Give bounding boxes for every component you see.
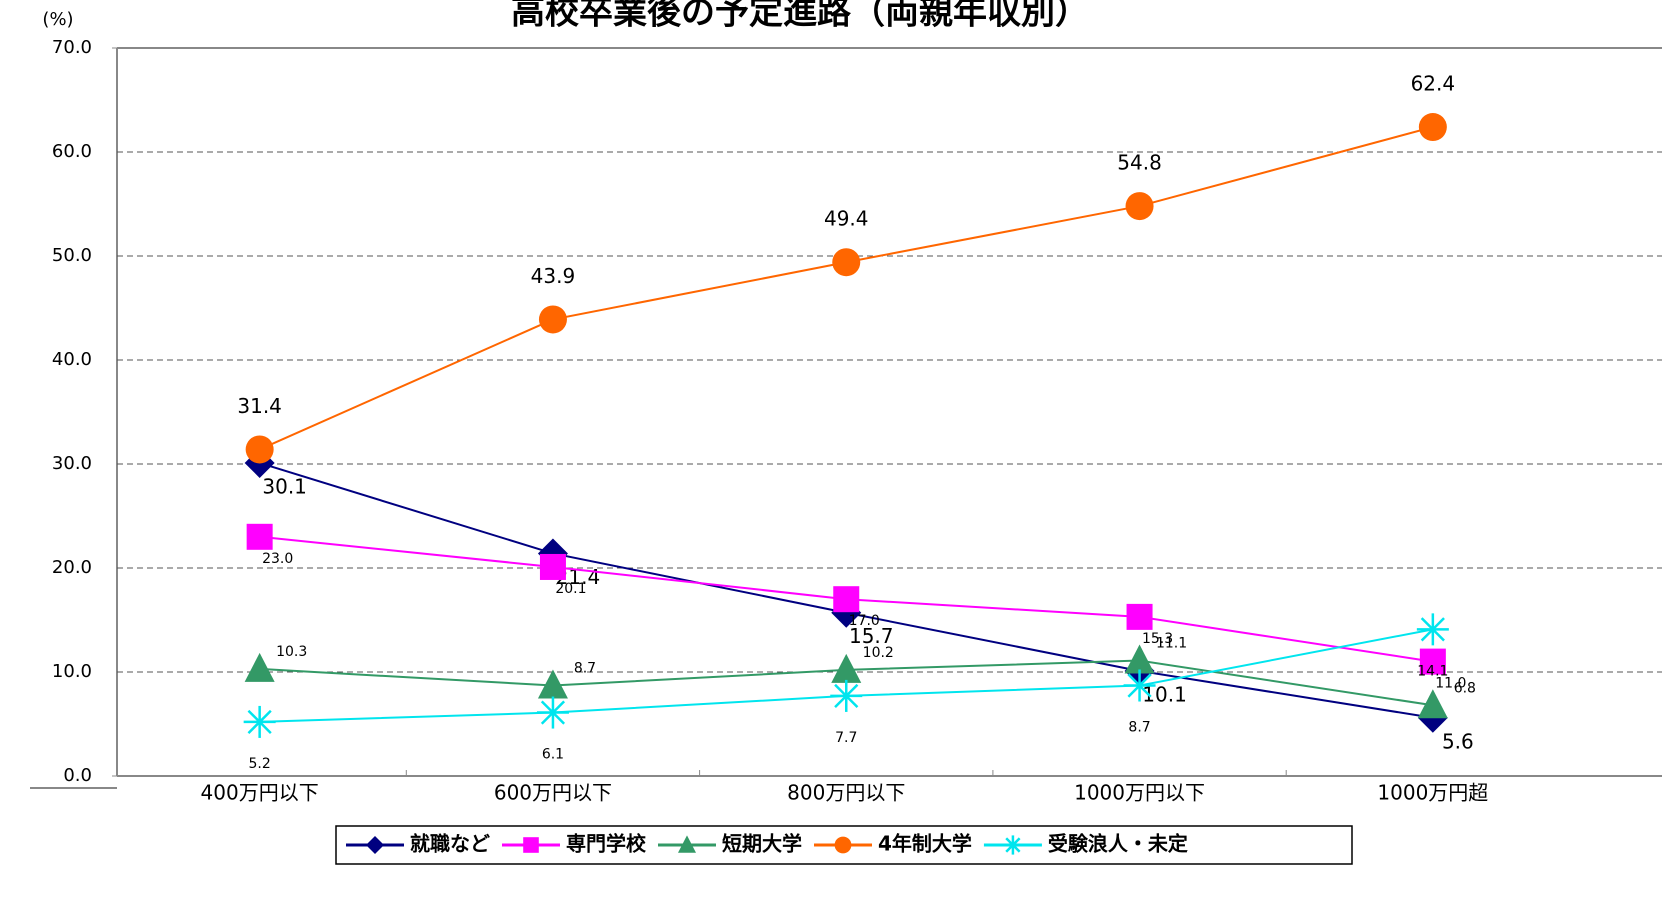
data-label: 15.7 <box>849 624 894 648</box>
marker <box>833 586 860 613</box>
y-tick-label: 10.0 <box>52 661 92 682</box>
marker <box>1126 603 1153 630</box>
data-label: 14.1 <box>1417 663 1448 679</box>
marker-stroke <box>1005 837 1021 853</box>
data-label: 17.0 <box>849 613 880 629</box>
data-label: 10.2 <box>863 645 894 661</box>
x-tick-label: 1000万円以下 <box>1074 781 1205 805</box>
data-label: 8.7 <box>1128 720 1150 736</box>
x-tick-label: 800万円以下 <box>787 781 905 805</box>
data-label: 8.7 <box>574 661 596 677</box>
marker <box>245 435 274 464</box>
data-label: 30.1 <box>262 474 307 498</box>
legend-label: 専門学校 <box>566 832 647 856</box>
data-label: 5.2 <box>249 756 271 772</box>
marker-stroke <box>1127 673 1152 698</box>
marker <box>832 248 861 277</box>
x-tick-label: 400万円以下 <box>201 781 319 805</box>
y-axis-label: (%) <box>42 9 73 30</box>
y-tick-label: 20.0 <box>52 557 92 578</box>
legend-label: 短期大学 <box>722 832 802 856</box>
marker <box>830 679 863 712</box>
marker <box>1419 648 1446 675</box>
data-label: 6.1 <box>542 747 564 763</box>
chart-title: 高校卒業後の予定進路（両親年収別） <box>511 0 1089 33</box>
marker <box>1124 644 1155 674</box>
marker-stroke <box>247 709 272 735</box>
legend-label: 就職など <box>410 832 490 856</box>
marker <box>1003 835 1023 855</box>
legend-label: 受験浪人・未定 <box>1048 832 1188 856</box>
data-label: 6.8 <box>1454 680 1476 696</box>
data-label: 11.1 <box>1156 636 1187 652</box>
marker <box>538 305 567 334</box>
marker <box>537 669 568 699</box>
marker <box>834 836 852 854</box>
marker <box>523 837 539 853</box>
y-tick-label: 60.0 <box>52 141 92 162</box>
marker <box>536 696 569 729</box>
data-label: 15.3 <box>1142 631 1173 647</box>
marker <box>246 523 273 550</box>
x-tick-label: 1000万円超 <box>1377 781 1488 805</box>
marker <box>243 705 276 738</box>
data-label: 23.0 <box>262 551 293 567</box>
marker-stroke <box>834 683 859 709</box>
data-label: 7.7 <box>835 730 857 746</box>
y-tick-label: 30.0 <box>52 453 92 474</box>
data-label: 20.1 <box>555 581 586 597</box>
y-tick-label: 0.0 <box>63 765 92 786</box>
data-label: 31.4 <box>237 394 282 418</box>
marker <box>366 836 384 854</box>
marker <box>539 553 566 580</box>
data-label: 11.0 <box>1435 676 1466 692</box>
data-label: 62.4 <box>1411 72 1456 96</box>
marker <box>1125 192 1154 221</box>
y-tick-label: 40.0 <box>52 349 92 370</box>
y-tick-label: 50.0 <box>52 245 92 266</box>
x-tick-label: 600万円以下 <box>494 781 612 805</box>
marker-stroke <box>540 700 566 725</box>
marker <box>1417 689 1448 719</box>
marker-stroke <box>1420 617 1445 642</box>
marker <box>1123 669 1156 702</box>
marker <box>678 835 696 853</box>
legend-label: 4年制大学 <box>878 832 972 856</box>
data-label: 10.3 <box>276 644 307 660</box>
marker <box>1416 613 1449 646</box>
marker <box>1418 113 1447 142</box>
marker <box>831 653 862 683</box>
data-label: 5.6 <box>1442 729 1474 753</box>
marker <box>244 652 275 682</box>
data-label: 43.9 <box>531 264 576 288</box>
data-label: 54.8 <box>1117 151 1162 175</box>
data-label: 49.4 <box>824 207 869 231</box>
y-tick-label: 70.0 <box>52 37 92 58</box>
series-line <box>259 126 1434 451</box>
